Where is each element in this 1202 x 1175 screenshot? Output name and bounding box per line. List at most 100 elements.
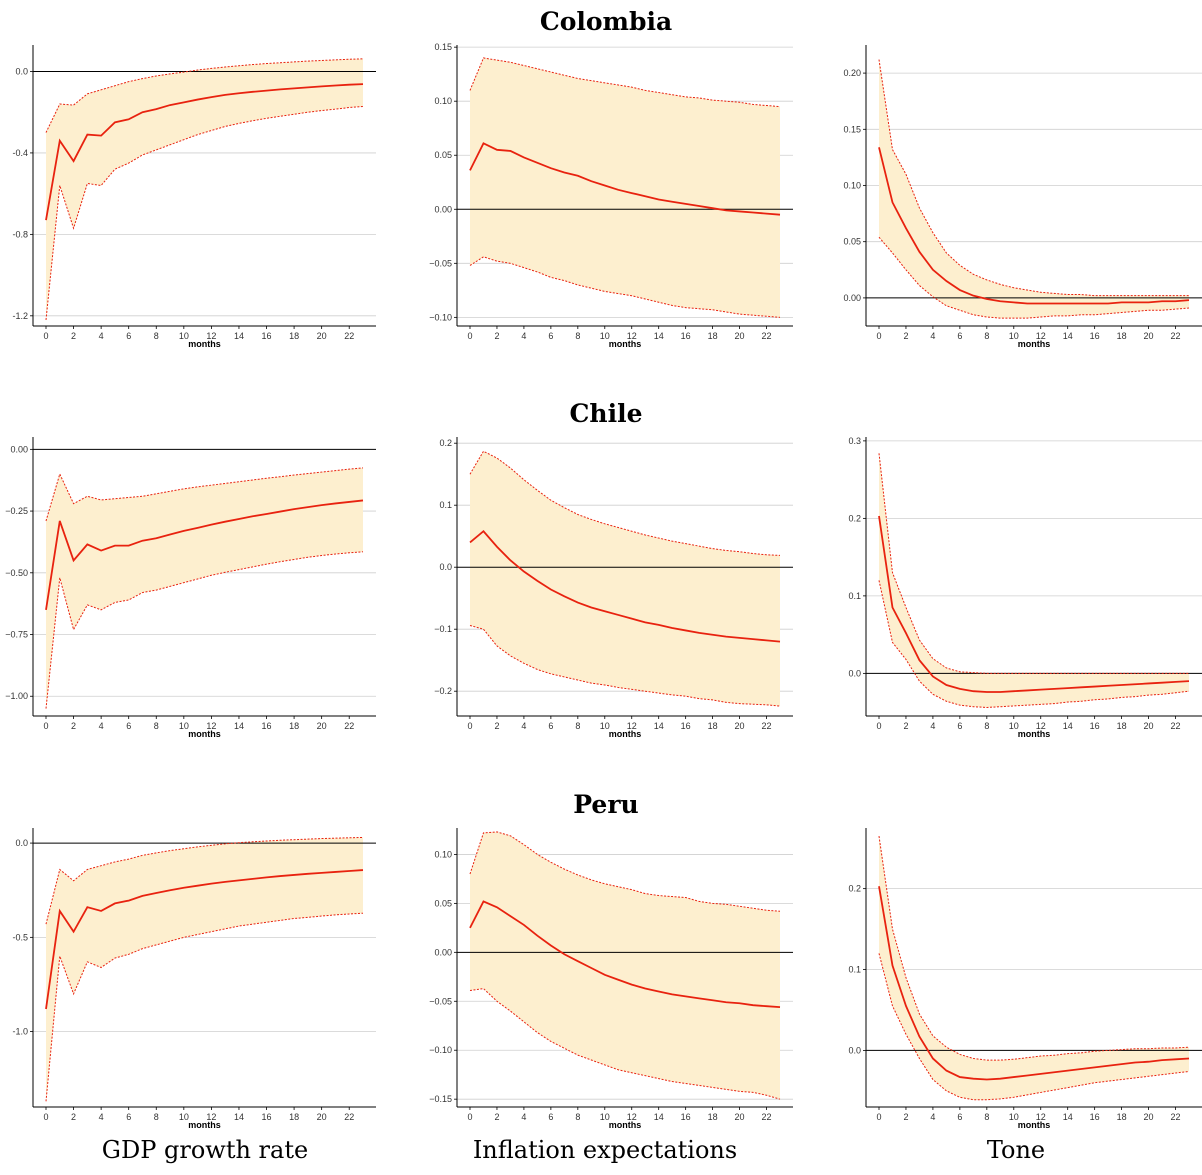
x-axis-label: months [609, 1120, 642, 1130]
upper-band-line [45, 58, 364, 133]
y-tick-label: 0.0 [439, 562, 452, 572]
x-axis-label: months [188, 729, 221, 739]
y-tick-label: −1.00 [5, 691, 28, 701]
y-tick-label: 0.1 [848, 591, 861, 601]
y-tick-label: 0.00 [434, 947, 452, 957]
x-tick-label: 6 [957, 721, 962, 731]
x-tick-label: 6 [957, 1112, 962, 1122]
lower-band-line [45, 551, 364, 709]
x-tick-label: 20 [317, 721, 327, 731]
x-tick-label: 10 [179, 1112, 189, 1122]
y-tick-label: 0.10 [434, 96, 452, 106]
x-tick-label: 18 [1117, 1112, 1127, 1122]
y-tick-label: 0.1 [439, 500, 452, 510]
x-tick-label: 10 [1009, 331, 1019, 341]
upper-band-line [45, 467, 364, 522]
lower-band-line [469, 624, 781, 707]
x-tick-label: 12 [206, 1112, 216, 1122]
confidence-band [46, 837, 363, 1102]
x-tick-label: 12 [1036, 331, 1046, 341]
upper-band-line [878, 453, 1189, 674]
x-tick-label: 0 [43, 721, 48, 731]
y-tick-label: 0.2 [848, 513, 861, 523]
confidence-band [470, 57, 780, 318]
panel-colombia-tone: 0.20 0.15 0.10 0.05 0.00 0 2 4 6 8 10 12 14 16 18 20 22 m… [843, 45, 1202, 349]
response-line [878, 886, 1190, 1081]
x-tick-label: 0 [43, 1112, 48, 1122]
column-label-inflation: Inflation expectations [473, 1136, 737, 1164]
confidence-band [46, 58, 363, 320]
y-tick-label: 0.15 [843, 124, 861, 134]
panel-peru-inflation: 0.10 0.05 0.00 −0.05 −0.10 −0.15 0 2 4 6 8 10 12 14 16… [429, 828, 793, 1130]
y-tick-label: 0.0 [848, 1045, 861, 1055]
x-tick-label: 8 [154, 331, 159, 341]
y-tick-label: −0.50 [5, 568, 28, 578]
y-tick-label: −0.15 [429, 1094, 452, 1104]
x-axis-label: months [609, 339, 642, 349]
x-tick-label: 20 [1144, 1112, 1154, 1122]
x-tick-label: 2 [71, 721, 76, 731]
x-tick-label: 22 [762, 1112, 772, 1122]
y-tick-label: −0.10 [429, 312, 452, 322]
x-tick-label: 4 [930, 721, 935, 731]
x-axis-label: months [609, 729, 642, 739]
x-tick-label: 12 [206, 721, 216, 731]
x-tick-label: 20 [317, 1112, 327, 1122]
x-tick-label: 6 [957, 331, 962, 341]
response-line [45, 499, 364, 610]
y-tick-label: 0.00 [843, 293, 861, 303]
y-tick-label: 0.20 [843, 68, 861, 78]
x-tick-label: 6 [126, 721, 131, 731]
lower-band-line [469, 256, 781, 318]
x-tick-label: 16 [262, 1112, 272, 1122]
y-tick-label: −0.2 [434, 686, 452, 696]
x-tick-label: 22 [1171, 721, 1181, 731]
x-tick-label: 16 [681, 721, 691, 731]
response-line [469, 142, 781, 216]
x-tick-label: 14 [1063, 1112, 1073, 1122]
x-tick-label: 4 [521, 721, 526, 731]
response-line [45, 869, 364, 1010]
upper-band-line [878, 59, 1189, 297]
x-tick-label: 18 [289, 721, 299, 731]
confidence-band [46, 467, 363, 709]
lower-band-line [469, 988, 781, 1100]
x-tick-label: 20 [1144, 721, 1154, 731]
x-tick-label: 8 [984, 331, 989, 341]
y-tick-label: 0.2 [439, 438, 452, 448]
y-tick-label: 0.05 [434, 898, 452, 908]
x-tick-label: 14 [1063, 331, 1073, 341]
y-tick-label: 0.15 [434, 42, 452, 52]
x-tick-label: 12 [627, 721, 637, 731]
lower-band-line [45, 105, 364, 320]
response-line [469, 900, 781, 1009]
x-tick-label: 0 [467, 1112, 472, 1122]
y-tick-label: −0.05 [429, 258, 452, 268]
x-tick-label: 0 [876, 721, 881, 731]
lower-band-line [878, 953, 1190, 1101]
x-tick-label: 20 [735, 721, 745, 731]
x-tick-label: 2 [494, 1112, 499, 1122]
x-tick-label: 14 [1063, 721, 1073, 731]
x-tick-label: 10 [179, 331, 189, 341]
panel-colombia-inflation: 0.15 0.10 0.05 0.00 −0.05 −0.10 0 2 4 6 8 10 12 14 16 1… [429, 42, 793, 349]
x-tick-label: 10 [1009, 1112, 1019, 1122]
y-tick-label: -1.2 [12, 311, 28, 321]
x-tick-label: 8 [575, 1112, 580, 1122]
x-tick-label: 10 [600, 331, 610, 341]
x-tick-label: 6 [126, 331, 131, 341]
confidence-band [470, 831, 780, 1100]
x-tick-label: 12 [627, 331, 637, 341]
x-tick-label: 22 [1171, 331, 1181, 341]
x-tick-label: 4 [99, 1112, 104, 1122]
y-tick-label: −0.25 [5, 506, 28, 516]
x-tick-label: 18 [708, 721, 718, 731]
x-tick-label: 14 [654, 1112, 664, 1122]
x-tick-label: 16 [681, 1112, 691, 1122]
upper-band-line [45, 836, 364, 925]
x-tick-label: 8 [154, 721, 159, 731]
x-tick-label: 22 [762, 721, 772, 731]
confidence-band [470, 451, 780, 707]
x-tick-label: 18 [708, 1112, 718, 1122]
x-tick-label: 20 [735, 1112, 745, 1122]
